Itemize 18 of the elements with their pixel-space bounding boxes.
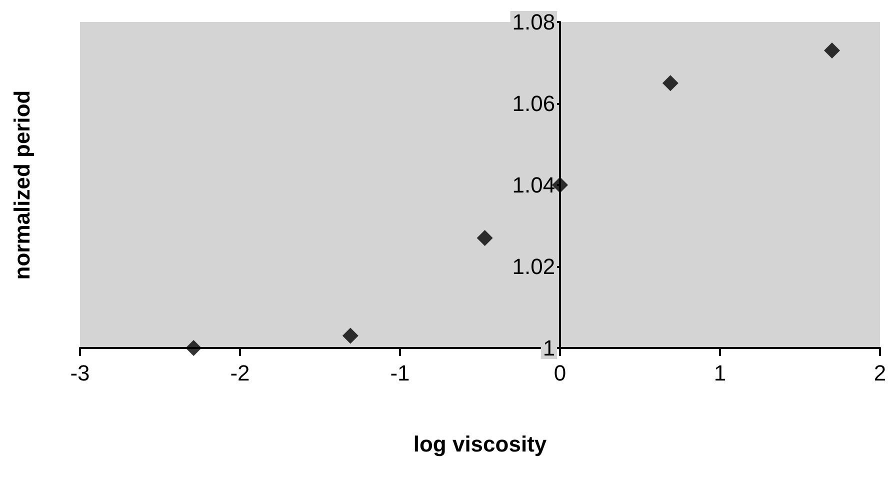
- x-tick-label: 2: [874, 360, 886, 386]
- x-tick-label: 1: [714, 360, 726, 386]
- point: [662, 75, 678, 92]
- y-tick-label: 1.06: [512, 91, 556, 116]
- point: [342, 328, 358, 344]
- y-axis-title: normalized period: [10, 90, 34, 280]
- point: [476, 230, 493, 246]
- point: [824, 42, 840, 59]
- x-tick-label: 0: [554, 360, 566, 386]
- x-tick-label: -2: [230, 360, 250, 386]
- x-axis-title: log viscosity: [413, 432, 548, 456]
- x-tick-label: -3: [70, 360, 90, 386]
- y-tick-label: 1.08: [512, 10, 556, 34]
- y-tick-label: 1.04: [512, 172, 556, 198]
- x-tick-label: -1: [390, 360, 410, 386]
- y-tick-label: 1.02: [512, 254, 556, 279]
- y-tick-label: 1: [542, 336, 556, 360]
- point: [186, 340, 202, 356]
